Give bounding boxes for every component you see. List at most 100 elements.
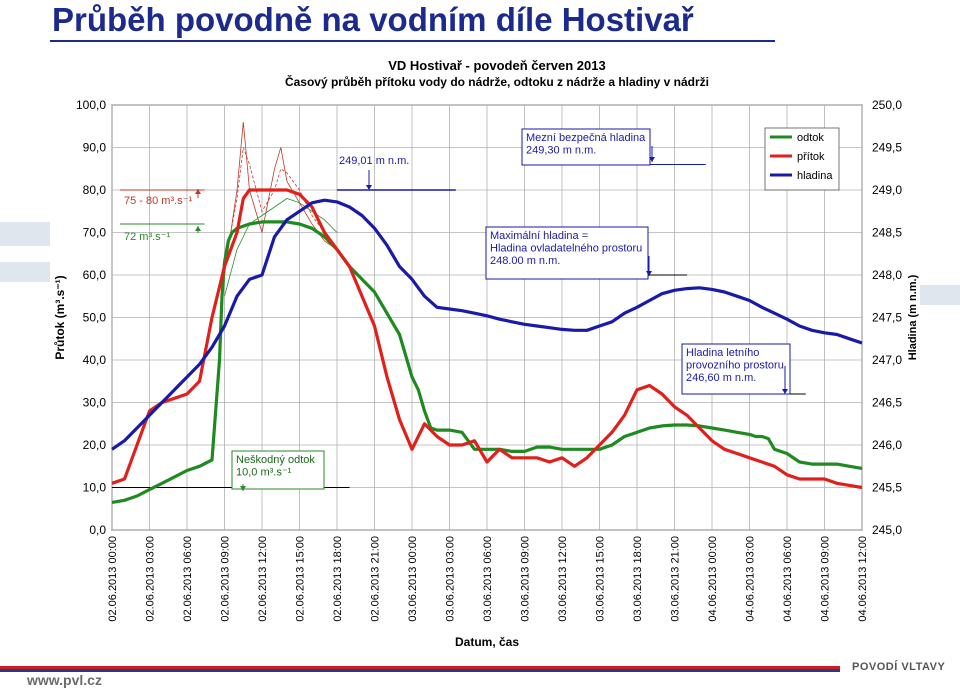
annotation-max-hladina-text: Hladina ovladatelného prostoru (490, 243, 642, 255)
y-tick-label: 10,0 (83, 481, 107, 495)
y2-tick-label: 248,0 (872, 268, 902, 282)
annotation-max-hladina-text: Maximální hladina = (490, 230, 588, 242)
x-tick-label: 03.06.2013 00:00 (407, 536, 419, 622)
arrow-letni-head (782, 389, 788, 394)
x-tick-label: 03.06.2013 12:00 (557, 536, 569, 622)
y-tick-label: 30,0 (83, 396, 107, 410)
x-tick-label: 02.06.2013 15:00 (295, 536, 307, 622)
annotation-max-hladina-text: 248.00 m n.m. (490, 255, 560, 267)
legend-box (764, 127, 840, 191)
arrow-odtok-peak-head (195, 226, 201, 231)
background-band-left-2 (0, 262, 52, 282)
y2-axis-label: Hladina (m n.m.) (907, 274, 919, 360)
y-tick-label: 20,0 (83, 438, 107, 452)
y2-tick-label: 248,5 (872, 226, 902, 240)
arrow-pritok-peak-head (195, 189, 201, 194)
y2-tick-label: 246,5 (872, 396, 902, 410)
x-tick-label: 04.06.2013 00:00 (707, 536, 719, 622)
series-line-hladina (111, 198, 863, 451)
y-tick-label: 80,0 (83, 183, 107, 197)
annotation-mezni-text: Mezní bezpečná hladina (526, 132, 646, 144)
annotation-pritok-peak-text: 75 - 80 m³.s⁻¹ (124, 195, 192, 207)
y-tick-label: 0,0 (89, 523, 106, 537)
x-tick-label: 03.06.2013 18:00 (632, 536, 644, 622)
legend: odtok přítok hladina (764, 127, 840, 191)
series-line-odtok (111, 220, 863, 504)
footer-url[interactable]: www.pvl.cz (27, 672, 102, 688)
x-tick-label: 04.06.2013 06:00 (782, 536, 794, 622)
x-tick-label: 03.06.2013 21:00 (670, 536, 682, 622)
x-tick-label: 03.06.2013 06:00 (482, 536, 494, 622)
x-tick-label: 03.06.2013 15:00 (595, 536, 607, 622)
y2-tick-label: 245,5 (872, 481, 902, 495)
x-tick-label: 02.06.2013 03:00 (145, 536, 157, 622)
envelope-line (224, 198, 338, 297)
annotation-peak-hladina: 249,01 m n.m. (339, 155, 409, 167)
x-tick-label: 03.06.2013 03:00 (445, 536, 457, 622)
y-axis-label: Průtok (m³.s⁻¹) (53, 275, 67, 359)
y-tick-label: 40,0 (83, 353, 107, 367)
annotation-neskodny-box (231, 450, 325, 490)
y2-tick-label: 247,5 (872, 311, 902, 325)
x-tick-label: 04.06.2013 12:00 (857, 536, 869, 622)
y2-tick-label: 249,0 (872, 183, 902, 197)
y-tick-label: 50,0 (83, 311, 107, 325)
y2-tick-label: 249,5 (872, 141, 902, 155)
annotation-max-hladina: Maximální hladina =Hladina ovladatelného… (485, 226, 649, 280)
x-tick-label: 02.06.2013 18:00 (332, 536, 344, 622)
arrow-peak-hladina-head (366, 185, 372, 190)
annotation-odtok-peak: 72 m³.s⁻¹ (124, 231, 170, 243)
x-tick-label: 02.06.2013 12:00 (257, 536, 269, 622)
series-line-pritok (111, 188, 863, 490)
y2-tick-label: 250,0 (872, 98, 902, 112)
legend-label: hladina (797, 170, 833, 182)
x-tick-label: 03.06.2013 09:00 (520, 536, 532, 622)
annotation-odtok-peak-text: 72 m³.s⁻¹ (124, 231, 170, 243)
x-tick-label: 04.06.2013 03:00 (745, 536, 757, 622)
arrow-max-hladina-head (646, 271, 652, 276)
y-tick-label: 90,0 (83, 141, 107, 155)
annotation-letni-text: Hladina letního (686, 347, 759, 359)
footer-logo: POVODÍ VLTAVY (852, 661, 946, 673)
x-tick-label: 02.06.2013 06:00 (182, 536, 194, 622)
background-band-right (920, 285, 960, 305)
annotation-letni-box (681, 343, 791, 395)
x-tick-label: 02.06.2013 21:00 (370, 536, 382, 622)
legend-label: odtok (797, 132, 824, 144)
chart-frame: 0,0 10,0 20,0 30,0 40,0 50,0 60,0 70,0 80,0 90,0 1… (50, 46, 920, 662)
annotation-letni-text: provozního prostoru (686, 360, 784, 372)
chart-subtitle: Časový průběh přítoku vody do nádrže, od… (285, 74, 709, 89)
envelope-line (224, 121, 338, 276)
slide-title: Průběh povodně na vodním díle Hostivař (52, 1, 694, 38)
annotation-neskodny-text: Neškodný odtok (236, 454, 315, 466)
chart-svg: 0,0 10,0 20,0 30,0 40,0 50,0 60,0 70,0 80,0 90,0 1… (53, 58, 919, 649)
annotation-letni-text: 246,60 m n.m. (686, 372, 756, 384)
chart-title: VD Hostivař - povodeň červen 2013 (388, 58, 605, 73)
annotation-peak-hladina-text: 249,01 m n.m. (339, 155, 409, 167)
legend-label: přítok (797, 151, 825, 163)
arrow-neskodny-head (240, 486, 246, 491)
x-tick-label: 02.06.2013 09:00 (220, 536, 232, 622)
annotation-neskodny-text: 10,0 m³.s⁻¹ (236, 467, 292, 479)
annotation-pritok-peak: 75 - 80 m³.s⁻¹ (124, 195, 192, 207)
x-tick-label: 02.06.2013 00:00 (107, 536, 119, 622)
x-tick-label: 04.06.2013 09:00 (820, 536, 832, 622)
y-tick-label: 100,0 (76, 98, 106, 112)
annotation-mezni-box (521, 128, 651, 166)
y2-tick-label: 245,0 (872, 523, 902, 537)
annotation-max-hladina-box (485, 226, 649, 280)
y2-tick-label: 246,0 (872, 438, 902, 452)
footer-line-blue (0, 669, 840, 672)
y-tick-label: 70,0 (83, 226, 107, 240)
x-axis-label: Datum, čas (455, 635, 519, 649)
arrow-mezni-head (649, 157, 655, 162)
y-tick-label: 60,0 (83, 268, 107, 282)
footer-line-red (0, 666, 840, 669)
annotation-mezni-text: 249,30 m n.m. (526, 145, 596, 157)
y2-tick-label: 247,0 (872, 353, 902, 367)
title-underline (50, 40, 775, 42)
background-band-left (0, 222, 52, 246)
